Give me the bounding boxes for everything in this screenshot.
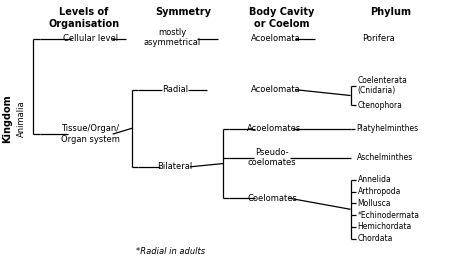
Text: Annelida: Annelida	[358, 175, 392, 184]
Text: Acoelomates: Acoelomates	[247, 124, 301, 133]
Text: Body Cavity
or Coelom: Body Cavity or Coelom	[249, 7, 315, 29]
Text: Ctenophora: Ctenophora	[358, 101, 402, 110]
Text: Levels of
Organisation: Levels of Organisation	[48, 7, 119, 29]
Text: Coelenterata
(Cnidaria): Coelenterata (Cnidaria)	[358, 76, 408, 95]
Text: Arthropoda: Arthropoda	[358, 187, 401, 196]
Text: Acoelomata: Acoelomata	[251, 34, 301, 43]
Text: Tissue/Organ/
Organ system: Tissue/Organ/ Organ system	[61, 124, 119, 144]
Text: Radial: Radial	[162, 85, 188, 94]
Text: *Echinodermata: *Echinodermata	[358, 211, 419, 220]
Text: Chordata: Chordata	[358, 234, 393, 243]
Text: Cellular level: Cellular level	[64, 34, 118, 43]
Text: Hemichordata: Hemichordata	[358, 222, 412, 231]
Text: mostly
asymmetrical: mostly asymmetrical	[144, 28, 201, 47]
Text: Porifera: Porifera	[363, 34, 395, 43]
Text: Kingdom: Kingdom	[2, 94, 12, 143]
Text: Animalia: Animalia	[17, 100, 26, 137]
Text: Acoelomata: Acoelomata	[251, 85, 301, 94]
Text: Phylum: Phylum	[370, 7, 411, 17]
Text: Bilateral: Bilateral	[157, 162, 192, 171]
Text: Pseudo-
coelomates: Pseudo- coelomates	[248, 148, 297, 167]
Text: Aschelminthes: Aschelminthes	[357, 153, 413, 162]
Text: Platyhelminthes: Platyhelminthes	[357, 124, 419, 133]
Text: Symmetry: Symmetry	[155, 7, 211, 17]
Text: Mollusca: Mollusca	[358, 199, 391, 208]
Text: Coelomates: Coelomates	[247, 194, 297, 203]
Text: *Radial in adults: *Radial in adults	[136, 247, 205, 256]
